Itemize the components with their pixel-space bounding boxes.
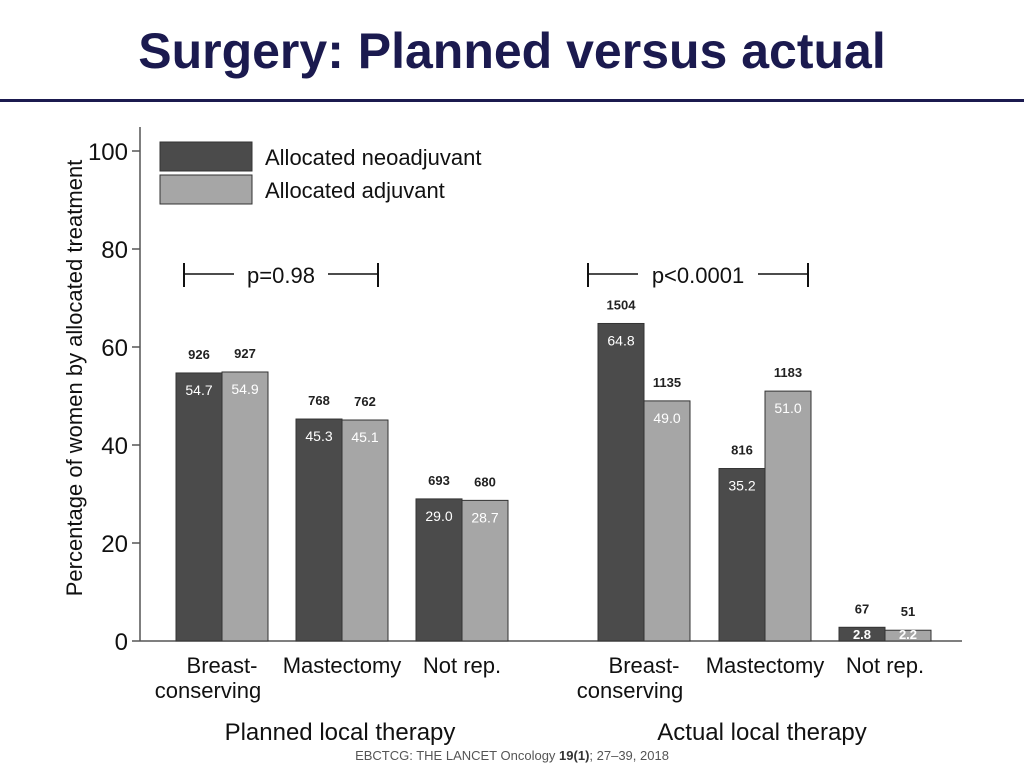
category-label: Mastectomy xyxy=(706,653,825,678)
bar-neoadjuvant xyxy=(597,322,645,642)
bar-value-label: 54.7 xyxy=(185,382,212,398)
bar-value-label: 45.3 xyxy=(305,428,332,444)
bar-adjuvant xyxy=(884,629,932,642)
bar-value-label: 49.0 xyxy=(653,410,680,426)
bar-adjuvant xyxy=(764,390,812,642)
category-label: Mastectomy xyxy=(283,653,402,678)
bar-count-label: 927 xyxy=(234,346,256,361)
bar-adjuvant xyxy=(221,371,269,642)
bar-value-label: 28.7 xyxy=(471,509,498,525)
y-tick-label: 0 xyxy=(115,629,128,656)
bar-count-label: 51 xyxy=(901,604,915,619)
bar-count-label: 768 xyxy=(308,393,330,408)
group-label: Actual local therapy xyxy=(657,719,866,746)
bar-neoadjuvant xyxy=(175,372,223,642)
bar-value-label: 45.1 xyxy=(351,429,378,445)
legend-label: Allocated adjuvant xyxy=(265,178,445,203)
title-divider xyxy=(0,99,1024,102)
bar-count-label: 816 xyxy=(731,443,753,458)
citation-suffix: ; 27–39, 2018 xyxy=(589,748,669,763)
y-tick-label: 80 xyxy=(101,237,128,264)
bar-adjuvant xyxy=(643,400,691,642)
legend-swatch xyxy=(159,174,253,205)
citation-prefix: EBCTCG: THE LANCET Oncology xyxy=(355,748,560,763)
bar-count-label: 762 xyxy=(354,394,376,409)
bar-value-label: 35.2 xyxy=(728,478,755,494)
citation-footer: EBCTCG: THE LANCET Oncology 19(1); 27–39… xyxy=(0,748,1024,763)
bar-count-label: 680 xyxy=(474,474,496,489)
bar-value-label: 29.0 xyxy=(425,508,452,524)
pvalue-label: p<0.0001 xyxy=(652,263,744,288)
legend-swatch xyxy=(159,141,253,172)
bar-neoadjuvant xyxy=(718,468,766,642)
citation-volume: 19(1) xyxy=(559,748,590,763)
bar-value-label: 2.8 xyxy=(853,627,871,642)
category-label: Not rep. xyxy=(846,653,924,678)
y-tick-label: 100 xyxy=(88,139,128,166)
y-tick-label: 40 xyxy=(101,433,128,460)
category-label: conserving xyxy=(577,678,683,703)
category-label: Breast- xyxy=(609,653,680,678)
pvalue-label: p=0.98 xyxy=(247,263,315,288)
slide-title: Surgery: Planned versus actual xyxy=(138,23,886,79)
bar-value-label: 51.0 xyxy=(774,400,801,416)
bar-count-label: 67 xyxy=(855,601,869,616)
category-label: conserving xyxy=(155,678,261,703)
bar-neoadjuvant xyxy=(295,418,343,642)
group-label: Planned local therapy xyxy=(225,719,456,746)
bar-count-label: 1504 xyxy=(607,297,637,312)
y-axis-label: Percentage of women by allocated treatme… xyxy=(62,160,87,597)
category-label: Breast- xyxy=(187,653,258,678)
bar-count-label: 1135 xyxy=(653,375,681,390)
bar-adjuvant xyxy=(341,419,389,642)
category-label: Not rep. xyxy=(423,653,501,678)
y-tick-label: 60 xyxy=(101,335,128,362)
bar-neoadjuvant xyxy=(415,498,463,642)
bar-value-label: 54.9 xyxy=(231,381,258,397)
y-tick-label: 20 xyxy=(101,531,128,558)
bar-count-label: 926 xyxy=(188,347,210,362)
bar-value-label: 64.8 xyxy=(607,332,634,348)
bar-adjuvant xyxy=(461,499,509,642)
bar-value-label: 2.2 xyxy=(899,627,917,642)
legend-label: Allocated neoadjuvant xyxy=(265,145,482,170)
bar-count-label: 693 xyxy=(428,473,450,488)
bar-count-label: 1183 xyxy=(774,365,802,380)
